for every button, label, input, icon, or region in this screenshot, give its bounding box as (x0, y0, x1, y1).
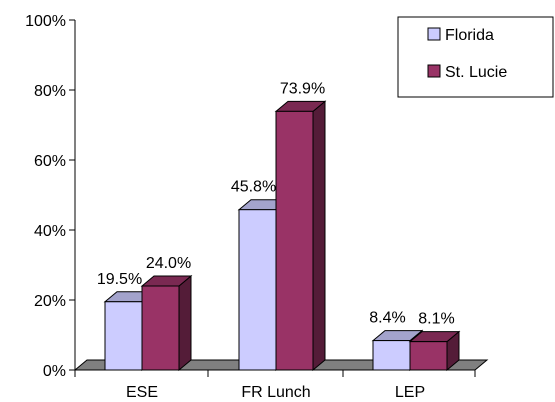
bar-st-lucie-lep (408, 330, 461, 372)
y-axis: 0% 20% 40% 60% 80% 100% (25, 13, 76, 380)
legend-label: Florida (445, 27, 494, 44)
category-labels: ESE FR Lunch LEP (74, 370, 476, 401)
bar-side (178, 274, 192, 372)
legend-label: St. Lucie (445, 64, 507, 81)
x-tick-label: FR Lunch (241, 384, 310, 401)
y-tick-label: 0% (43, 363, 66, 380)
y-tick-label: 40% (34, 223, 66, 240)
x-tick-label: ESE (126, 384, 158, 401)
bars (103, 100, 461, 372)
y-tick-label: 100% (25, 13, 66, 30)
legend-box (397, 16, 554, 98)
bar-front (275, 110, 314, 371)
data-labels: 19.5%24.0% 45.8% 73.9% 8.4% 8.1% (97, 80, 455, 327)
data-label: 19.5% (97, 271, 142, 288)
data-label: 8.4% (369, 310, 405, 327)
y-tick-label: 80% (34, 83, 66, 100)
legend: Florida St. Lucie (397, 16, 554, 98)
bar-front (372, 340, 411, 371)
bar-front (409, 341, 448, 371)
y-tick-label: 60% (34, 153, 66, 170)
y-tick-label: 20% (34, 293, 66, 310)
bar-st-lucie-ese (140, 274, 193, 372)
data-label: 45.8% (231, 179, 276, 196)
legend-swatch (427, 64, 441, 78)
legend-item: St. Lucie (427, 64, 507, 81)
data-label: 24.0% (146, 255, 191, 272)
bar-front (104, 301, 143, 371)
legend-item: Florida (427, 27, 494, 44)
bar-front (238, 209, 277, 371)
x-tick-label: LEP (395, 384, 425, 401)
data-label: 73.9% (280, 80, 325, 97)
data-label: 8.1% (418, 311, 454, 328)
legend-swatch (427, 27, 441, 41)
bar-st-lucie-fr-lunch (274, 100, 327, 372)
bar-front (141, 285, 180, 371)
bar-side (312, 100, 326, 372)
